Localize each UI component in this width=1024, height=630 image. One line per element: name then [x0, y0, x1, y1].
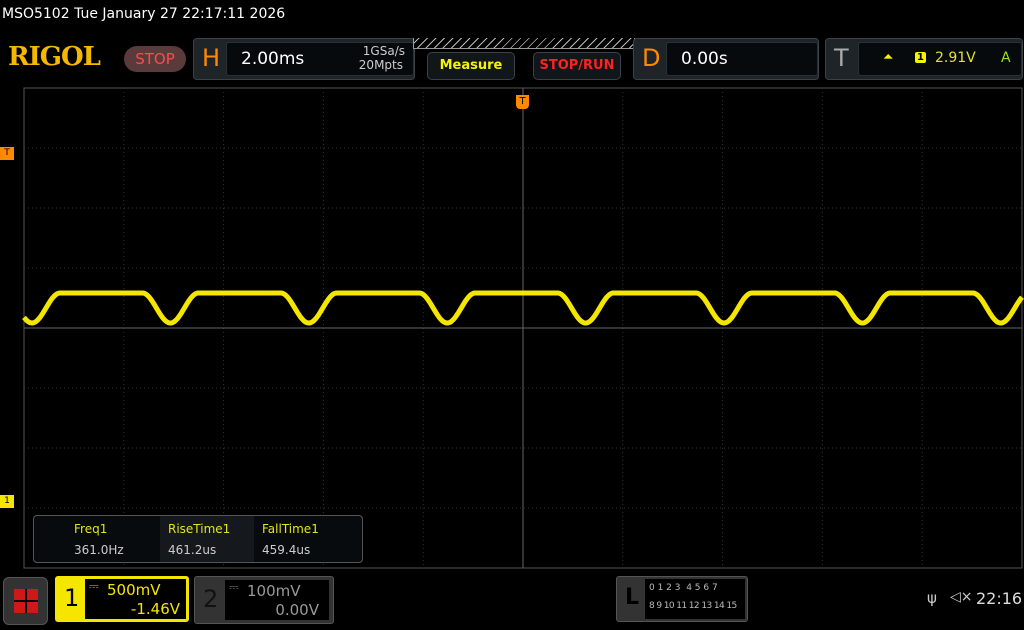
dc-coupling-icon: ⎓ [229, 580, 239, 594]
logic-channels: 0 1 2 3 4 5 6 7 8 9 10 11 12 13 14 15 [645, 579, 745, 619]
measurement-label: FallTime1 [262, 522, 319, 536]
trigger-source: 1 [915, 52, 926, 63]
trigger-position-marker[interactable]: T [516, 95, 529, 109]
channel2-number: 2 [203, 585, 219, 613]
trigger-mode: A [1001, 50, 1011, 66]
grid-menu-icon [14, 589, 38, 613]
trigger-panel[interactable]: T ⏶ 1 2.91V A [825, 38, 1023, 80]
delay-panel[interactable]: D 0.00s [633, 38, 819, 80]
measurement-value: 461.2us [168, 543, 217, 557]
channel1-number: 1 [64, 584, 80, 612]
delay-inner: 0.00s [666, 42, 818, 76]
trigger-letter: T [834, 44, 849, 72]
menu-button[interactable] [3, 577, 48, 625]
rising-edge-icon: ⏶ [883, 50, 894, 65]
trigger-level-marker[interactable]: T [0, 147, 14, 160]
measurement-value: 361.0Hz [74, 543, 124, 557]
channel2-info: ⎓ 100mV 0.00V [225, 580, 329, 620]
channel1-scale: 500mV [107, 581, 161, 599]
delay-value: 0.00s [681, 49, 728, 69]
measurement-label: Freq1 [74, 522, 108, 536]
channel1-marker[interactable]: 1 [0, 495, 14, 508]
channel1-trace [22, 290, 1024, 326]
rigol-logo: RIGOL [8, 42, 101, 72]
channel1-panel[interactable]: 1 ⎓ 500mV -1.46V [55, 576, 189, 622]
run-state-badge[interactable]: STOP [124, 46, 186, 72]
measurement-risetime[interactable]: RiseTime1 461.2us [160, 516, 254, 562]
waveform-overview[interactable] [413, 38, 635, 49]
measurement-panel: Freq1 361.0Hz RiseTime1 461.2us FallTime1 4… [33, 515, 363, 563]
measurement-value: 459.4us [262, 543, 311, 557]
horizontal-letter: H [202, 44, 221, 72]
logic-letter: L [625, 585, 640, 610]
channel2-offset: 0.00V [275, 601, 319, 619]
memory-depth: 20Mpts [358, 58, 403, 72]
dc-coupling-icon: ⎓ [89, 579, 99, 593]
trigger-level: 2.91V [935, 50, 976, 66]
usb-icon: ψ [927, 589, 937, 607]
status-title: MSO5102 Tue January 27 22:17:11 2026 [2, 6, 286, 22]
logic-panel[interactable]: L 0 1 2 3 4 5 6 7 8 9 10 11 12 13 14 15 [616, 576, 748, 622]
sample-rate: 1GSa/s [362, 44, 405, 58]
clock: 22:16 [976, 589, 1023, 608]
delay-letter: D [642, 44, 661, 72]
horizontal-panel[interactable]: H 2.00ms 1GSa/s 20Mpts [193, 38, 415, 80]
logic-row2: 8 9 10 11 12 13 14 15 [649, 601, 737, 611]
measure-button[interactable]: Measure [427, 52, 515, 80]
measurement-freq[interactable]: Freq1 361.0Hz [66, 516, 160, 562]
stop-run-button[interactable]: STOP/RUN [533, 52, 621, 80]
speaker-muted-icon[interactable]: ◁× [950, 589, 973, 605]
logic-row1: 0 1 2 3 4 5 6 7 [649, 583, 718, 593]
measurement-label: RiseTime1 [168, 522, 231, 536]
channel2-scale: 100mV [247, 582, 301, 600]
timebase: 2.00ms [241, 49, 305, 69]
horizontal-inner: 2.00ms 1GSa/s 20Mpts [226, 42, 414, 76]
channel1-offset: -1.46V [130, 600, 180, 618]
measurement-falltime[interactable]: FallTime1 459.4us [254, 516, 348, 562]
channel1-info: ⎓ 500mV -1.46V [85, 579, 186, 619]
channel2-panel[interactable]: 2 ⎓ 100mV 0.00V [194, 576, 334, 624]
trigger-inner: ⏶ 1 2.91V A [858, 42, 1022, 76]
